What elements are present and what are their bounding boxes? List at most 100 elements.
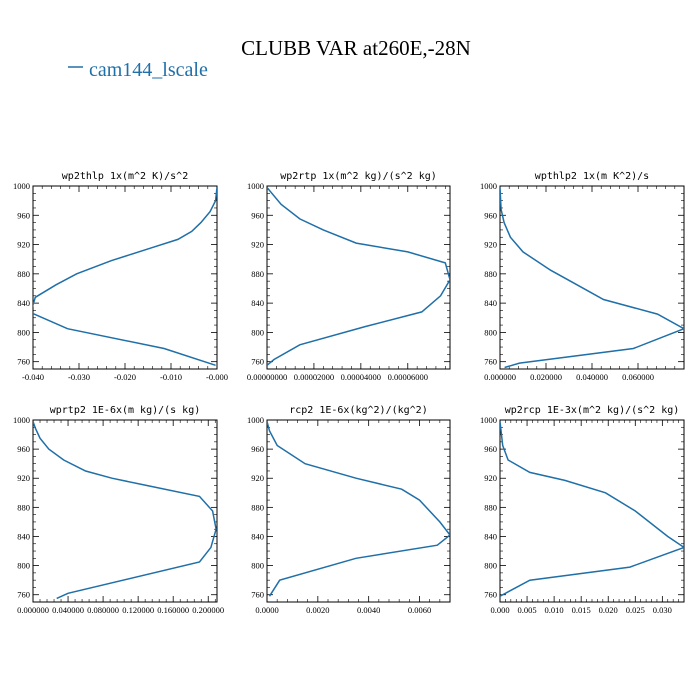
- x-tick-label-wp2thlp: -0.040: [22, 372, 44, 382]
- y-tick-label-rcp2: 840: [251, 531, 264, 541]
- y-tick-label-wp2rcp: 960: [484, 444, 497, 454]
- y-tick-label-wp2rcp: 800: [484, 561, 497, 571]
- x-tick-label-wprtp2: 0.120000: [122, 605, 154, 615]
- x-tick-label-wp2rcp: 0.030: [653, 605, 672, 615]
- series-line-wp2thlp: [33, 187, 217, 367]
- series-line-rcp2: [267, 421, 450, 597]
- series-line-wp2rcp: [500, 421, 684, 597]
- y-tick-label-wprtp2: 960: [17, 444, 30, 454]
- y-tick-label-wp2thlp: 1000: [13, 181, 30, 191]
- plot-frame-rcp2: [266, 419, 451, 603]
- panel-wp2thlp: wp2thlp 1x(m^2 K)/s^2 760 800 840 880 920 960 1…: [13, 171, 228, 382]
- y-tick-label-wp2rcp: 920: [484, 473, 497, 483]
- x-tick-label-wp2rcp: 0.000: [490, 605, 509, 615]
- x-tick-label-wp2rtp: 0.00004000: [341, 372, 381, 382]
- x-tick-label-wp2thlp: -0.030: [68, 372, 90, 382]
- y-tick-label-wp2rtp: 880: [251, 269, 264, 279]
- x-tick-label-wp2thlp: -0.010: [160, 372, 182, 382]
- y-tick-label-wp2rcp: 1000: [480, 415, 497, 425]
- series-line-wp2rtp: [267, 187, 450, 366]
- x-tick-label-wprtp2: 0.160000: [157, 605, 189, 615]
- y-tick-label-wprtp2: 1000: [13, 415, 30, 425]
- y-tick-label-wp2thlp: 920: [17, 240, 30, 250]
- series-line-wpthlp2: [500, 187, 684, 369]
- y-tick-label-wp2thlp: 800: [17, 327, 30, 337]
- x-tick-label-wprtp2: 0.000000: [17, 605, 49, 615]
- x-tick-label-wp2rtp: 0.00006000: [388, 372, 428, 382]
- plot-frame-wp2thlp: [32, 185, 218, 370]
- panel-title-rcp2: rcp2 1E-6x(kg^2)/(kg^2): [289, 405, 427, 416]
- y-tick-label-wpthlp2: 800: [484, 327, 497, 337]
- y-tick-label-wp2rtp: 840: [251, 298, 264, 308]
- y-tick-label-wp2rtp: 920: [251, 240, 264, 250]
- x-tick-label-rcp2: 0.0020: [306, 605, 329, 615]
- y-tick-label-wp2thlp: 840: [17, 298, 30, 308]
- x-tick-label-wpthlp2: 0.040000: [576, 372, 608, 382]
- x-tick-label-wprtp2: 0.080000: [87, 605, 119, 615]
- series-line-wprtp2: [33, 421, 217, 600]
- y-tick-label-wp2rcp: 880: [484, 502, 497, 512]
- y-tick-label-wp2thlp: 880: [17, 269, 30, 279]
- x-tick-label-wprtp2: 0.200000: [192, 605, 224, 615]
- x-tick-label-wpthlp2: 0.060000: [622, 372, 654, 382]
- panels: wp2thlp 1x(m^2 K)/s^2 760 800 840 880 920 960 1…: [13, 171, 685, 615]
- y-tick-label-rcp2: 760: [251, 590, 264, 600]
- y-tick-label-wprtp2: 920: [17, 473, 30, 483]
- plot-frame-wprtp2: [32, 419, 218, 603]
- y-tick-label-wp2rtp: 800: [251, 327, 264, 337]
- panel-title-wpthlp2: wpthlp2 1x(m K^2)/s: [535, 171, 649, 182]
- x-tick-label-wp2rcp: 0.015: [572, 605, 591, 615]
- panel-rcp2: rcp2 1E-6x(kg^2)/(kg^2) 760 800 840 880 920 96…: [247, 405, 451, 615]
- y-tick-label-wpthlp2: 880: [484, 269, 497, 279]
- plot-frame-wpthlp2: [499, 185, 685, 370]
- y-tick-label-wprtp2: 760: [17, 590, 30, 600]
- y-tick-label-wp2rcp: 760: [484, 590, 497, 600]
- x-tick-label-rcp2: 0.0000: [255, 605, 278, 615]
- panel-title-wp2thlp: wp2thlp 1x(m^2 K)/s^2: [62, 171, 188, 182]
- y-tick-label-wprtp2: 800: [17, 561, 30, 571]
- y-tick-label-wprtp2: 840: [17, 531, 30, 541]
- x-tick-label-wpthlp2: 0.020000: [530, 372, 562, 382]
- y-tick-label-wp2rtp: 760: [251, 357, 264, 367]
- x-tick-label-wp2rcp: 0.020: [599, 605, 618, 615]
- plot-frame-wp2rcp: [499, 419, 685, 603]
- y-tick-label-rcp2: 800: [251, 561, 264, 571]
- x-tick-label-wp2rcp: 0.010: [545, 605, 564, 615]
- panel-wprtp2: wprtp2 1E-6x(m kg)/(s kg) 760 800 840 880 920…: [13, 405, 224, 615]
- x-tick-label-wp2rtp: 0.00000000: [247, 372, 287, 382]
- y-tick-label-wprtp2: 880: [17, 502, 30, 512]
- x-tick-label-wp2thlp: -0.000: [206, 372, 228, 382]
- x-tick-label-rcp2: 0.0040: [357, 605, 380, 615]
- y-tick-label-wp2rtp: 1000: [247, 181, 264, 191]
- figure-title: CLUBB VAR at260E,-28N: [241, 36, 471, 60]
- y-tick-label-rcp2: 880: [251, 502, 264, 512]
- plot-frame-wp2rtp: [266, 185, 451, 370]
- y-tick-label-wpthlp2: 920: [484, 240, 497, 250]
- panel-title-wp2rcp: wp2rcp 1E-3x(m^2 kg)/(s^2 kg): [505, 405, 680, 416]
- x-tick-label-wp2rcp: 0.025: [626, 605, 645, 615]
- panel-wp2rtp: wp2rtp 1x(m^2 kg)/(s^2 kg) 760 800 840 880 92…: [247, 171, 451, 382]
- y-tick-label-rcp2: 1000: [247, 415, 264, 425]
- y-tick-label-wpthlp2: 760: [484, 357, 497, 367]
- x-tick-label-wprtp2: 0.040000: [52, 605, 84, 615]
- panel-title-wprtp2: wprtp2 1E-6x(m kg)/(s kg): [50, 405, 201, 416]
- x-tick-label-rcp2: 0.0060: [408, 605, 431, 615]
- y-tick-label-wp2rtp: 960: [251, 210, 264, 220]
- x-tick-label-wpthlp2: 0.000000: [484, 372, 516, 382]
- x-tick-label-wp2thlp: -0.020: [114, 372, 136, 382]
- panel-wp2rcp: wp2rcp 1E-3x(m^2 kg)/(s^2 kg) 760 800 840 88…: [480, 405, 685, 615]
- y-tick-label-wpthlp2: 840: [484, 298, 497, 308]
- legend-label: cam144_lscale: [89, 59, 208, 81]
- y-tick-label-wpthlp2: 960: [484, 210, 497, 220]
- y-tick-label-rcp2: 960: [251, 444, 264, 454]
- x-tick-label-wp2rcp: 0.005: [517, 605, 536, 615]
- y-tick-label-wpthlp2: 1000: [480, 181, 497, 191]
- panel-title-wp2rtp: wp2rtp 1x(m^2 kg)/(s^2 kg): [280, 171, 437, 182]
- y-tick-label-rcp2: 920: [251, 473, 264, 483]
- x-tick-label-wp2rtp: 0.00002000: [294, 372, 334, 382]
- y-tick-label-wp2rcp: 840: [484, 531, 497, 541]
- y-tick-label-wp2thlp: 760: [17, 357, 30, 367]
- panel-wpthlp2: wpthlp2 1x(m K^2)/s 760 800 840 880 920 960 100…: [480, 171, 685, 382]
